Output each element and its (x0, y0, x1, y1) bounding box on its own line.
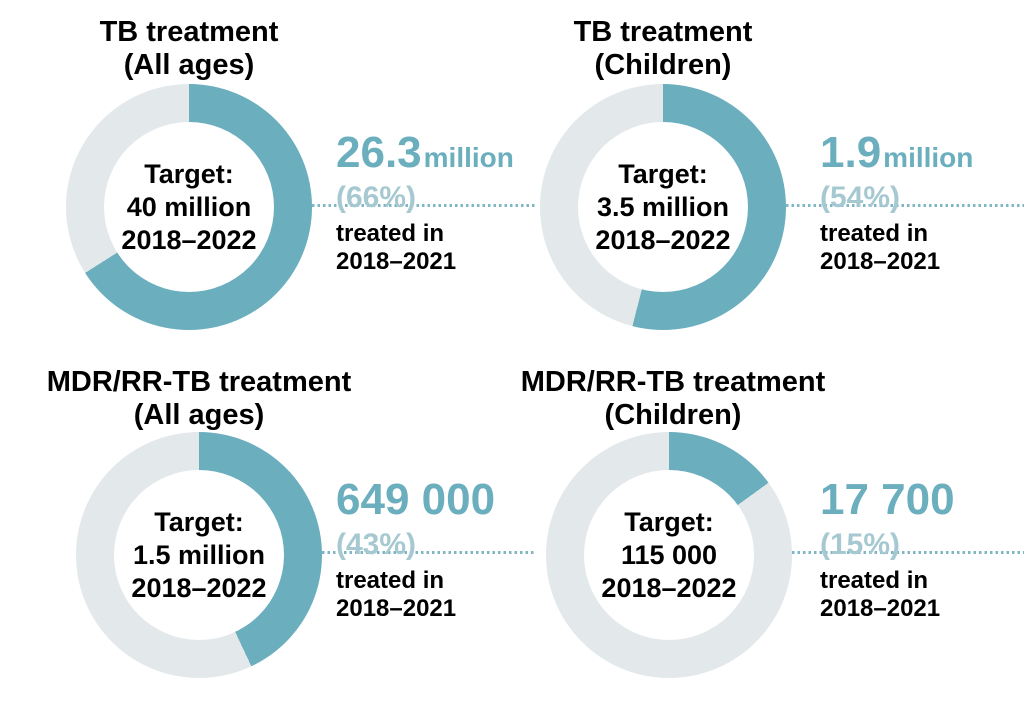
donut-center-label: Target: 40 million 2018–2022 (104, 122, 274, 292)
treated-value: 1.9million (820, 128, 974, 177)
chart-title-line2: (All ages) (123, 49, 255, 81)
treated-unit: million (883, 142, 974, 173)
chart-title-line1: MDR/RR-TB treatment (520, 366, 826, 398)
chart-title: MDR/RR-TB treatment (Children) (453, 366, 893, 432)
chart-title-line1: MDR/RR-TB treatment (46, 366, 352, 398)
treated-percent: (15%) (820, 528, 901, 561)
stat-block: 17 700 (15%) treated in 2018–2021 (820, 478, 1024, 623)
donut-center-label: Target: 3.5 million 2018–2022 (578, 122, 748, 292)
target-period: 2018–2022 (131, 572, 267, 603)
stat-block: 1.9million (54%) treated in 2018–2021 (820, 131, 1024, 276)
donut-chart: Target: 3.5 million 2018–2022 (540, 84, 786, 330)
chart-title-line1: TB treatment (99, 16, 279, 48)
target-period: 2018–2022 (121, 224, 257, 255)
donut-chart: Target: 40 million 2018–2022 (66, 84, 312, 330)
chart-title-line1: TB treatment (573, 16, 753, 48)
target-value: 1.5 million (132, 539, 266, 570)
chart-title-line2: (Children) (604, 399, 742, 431)
target-label: Target: (618, 158, 708, 189)
chart-title: MDR/RR-TB treatment (All ages) (0, 366, 419, 432)
treated-caption: treated in 2018–2021 (336, 220, 457, 275)
treated-value: 17 700 (820, 475, 955, 524)
target-label: Target: (154, 506, 244, 537)
treated-value: 26.3million (336, 128, 514, 177)
dotted-leader-line (312, 204, 535, 207)
dotted-leader-line (322, 551, 535, 554)
donut-chart: Target: 115 000 2018–2022 (546, 432, 792, 678)
target-value: 115 000 (620, 539, 718, 570)
target-value: 3.5 million (596, 191, 730, 222)
dotted-leader-line (786, 204, 1024, 207)
target-label: Target: (144, 158, 234, 189)
treated-unit: million (423, 142, 514, 173)
donut-chart: Target: 1.5 million 2018–2022 (76, 432, 322, 678)
chart-title: TB treatment (Children) (443, 16, 883, 82)
treated-caption: treated in 2018–2021 (820, 567, 941, 622)
donut-center-label: Target: 115 000 2018–2022 (584, 470, 754, 640)
chart-title: TB treatment (All ages) (0, 16, 409, 82)
chart-title-line2: (Children) (594, 49, 732, 81)
target-period: 2018–2022 (601, 572, 737, 603)
treated-value: 649 000 (336, 475, 496, 524)
treated-percent: (43%) (336, 528, 417, 561)
target-period: 2018–2022 (595, 224, 731, 255)
stat-block: 649 000 (43%) treated in 2018–2021 (336, 478, 551, 623)
dotted-leader-line (792, 551, 1024, 554)
target-label: Target: (624, 506, 714, 537)
treated-caption: treated in 2018–2021 (336, 567, 457, 622)
stat-block: 26.3million (66%) treated in 2018–2021 (336, 131, 551, 276)
treated-percent: (66%) (336, 181, 417, 214)
target-value: 40 million (126, 191, 252, 222)
treated-caption: treated in 2018–2021 (820, 220, 941, 275)
donut-center-label: Target: 1.5 million 2018–2022 (114, 470, 284, 640)
chart-title-line2: (All ages) (133, 399, 265, 431)
treated-percent: (54%) (820, 181, 901, 214)
